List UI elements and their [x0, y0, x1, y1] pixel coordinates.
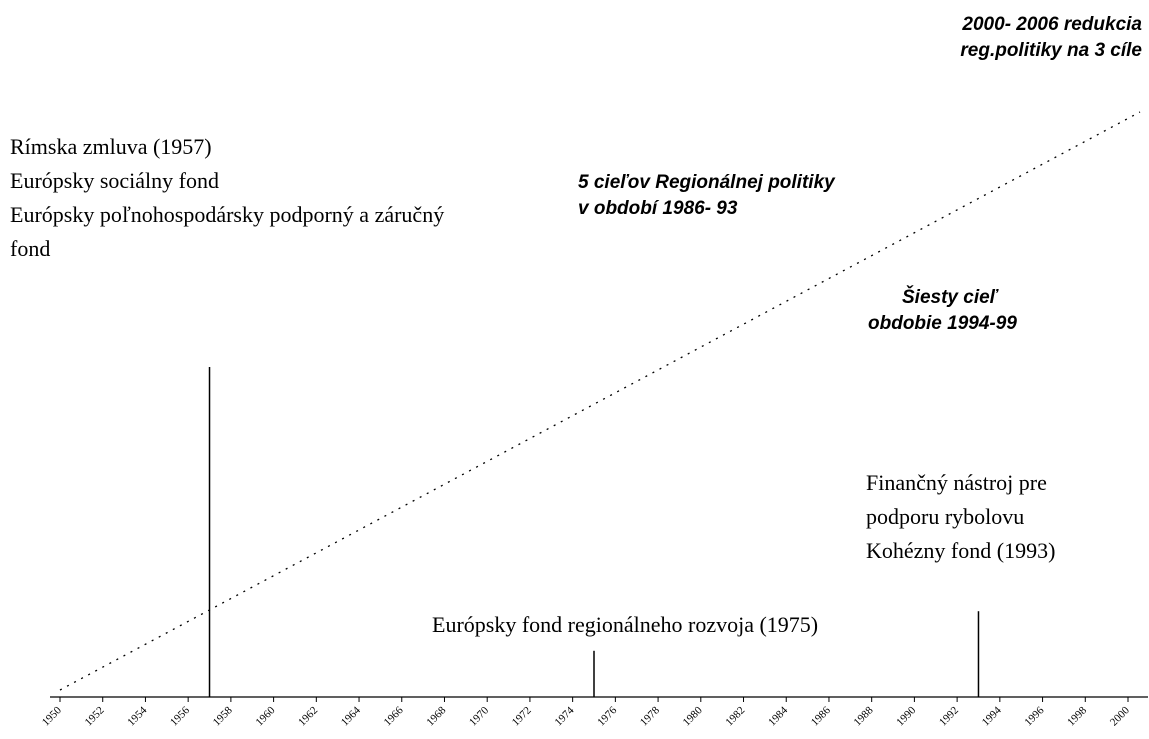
tick-label: 1960 [253, 704, 277, 728]
note-line: Európsky sociálny fond [10, 168, 219, 193]
tick-label: 1972 [510, 704, 534, 728]
tick-label: 1996 [1022, 704, 1046, 728]
tick-label: 1984 [766, 704, 790, 728]
tick-label: 1986 [809, 704, 833, 728]
axis-ticks [59, 697, 1129, 702]
tick-label: 2000 [1108, 704, 1132, 728]
note-line: 5 cieľov Regionálnej politiky [578, 172, 835, 193]
event-markers [208, 367, 980, 697]
tick-label: 1964 [339, 704, 363, 728]
note-line: reg.politiky na 3 cíle [960, 40, 1142, 61]
tick-label: 1982 [723, 704, 747, 728]
tick-label: 1990 [894, 704, 918, 728]
note-financny-nastroj: Finančný nástroj pre podporu rybolovu Ko… [866, 466, 1055, 568]
tick-label: 1956 [168, 704, 192, 728]
axis-tick-labels: 1950 1952 1954 1956 1958 1960 1962 1964 1966 1968… [40, 704, 1132, 728]
note-line: fond [10, 236, 51, 261]
note-line: v období 1986- 93 [578, 198, 738, 219]
tick-label: 1998 [1065, 704, 1089, 728]
tick-label: 1978 [638, 704, 662, 728]
note-line: Šiesty cieľ [902, 287, 998, 308]
note-line: Európsky poľnohospodársky podporný a zár… [10, 202, 445, 227]
tick-label: 1980 [681, 704, 705, 728]
note-5-cielov: 5 cieľov Regionálnej politiky v období 1… [578, 170, 835, 222]
tick-label: 1954 [125, 704, 149, 728]
note-efrr: Európsky fond regionálneho rozvoja (1975… [432, 608, 818, 642]
note-line: Kohézny fond (1993) [866, 538, 1056, 563]
note-line: podporu rybolovu [866, 504, 1025, 529]
tick-label: 1988 [852, 704, 876, 728]
tick-label: 1962 [296, 704, 320, 728]
note-line: Rímska zmluva (1957) [10, 134, 212, 159]
note-line: Európsky fond regionálneho rozvoja (1975… [432, 612, 819, 637]
tick-label: 1970 [467, 704, 491, 728]
tick-label: 1992 [937, 704, 961, 728]
note-line: obdobie 1994-99 [868, 313, 1017, 334]
tick-label: 1958 [211, 704, 235, 728]
note-siesty-ciel: Šiesty cieľ obdobie 1994-99 [868, 285, 1017, 337]
tick-label: 1952 [83, 704, 107, 728]
tick-label: 1974 [553, 704, 577, 728]
note-line: 2000- 2006 redukcia [962, 14, 1142, 35]
note-rimska-zmluva: Rímska zmluva (1957) Európsky sociálny f… [10, 130, 444, 266]
note-line: Finančný nástroj pre [866, 470, 1047, 495]
tick-label: 1950 [40, 704, 64, 728]
note-redukcia: 2000- 2006 redukcia reg.politiky na 3 cí… [872, 12, 1142, 64]
tick-label: 1968 [424, 704, 448, 728]
tick-label: 1994 [980, 704, 1004, 728]
tick-label: 1966 [382, 704, 406, 728]
tick-label: 1976 [595, 704, 619, 728]
